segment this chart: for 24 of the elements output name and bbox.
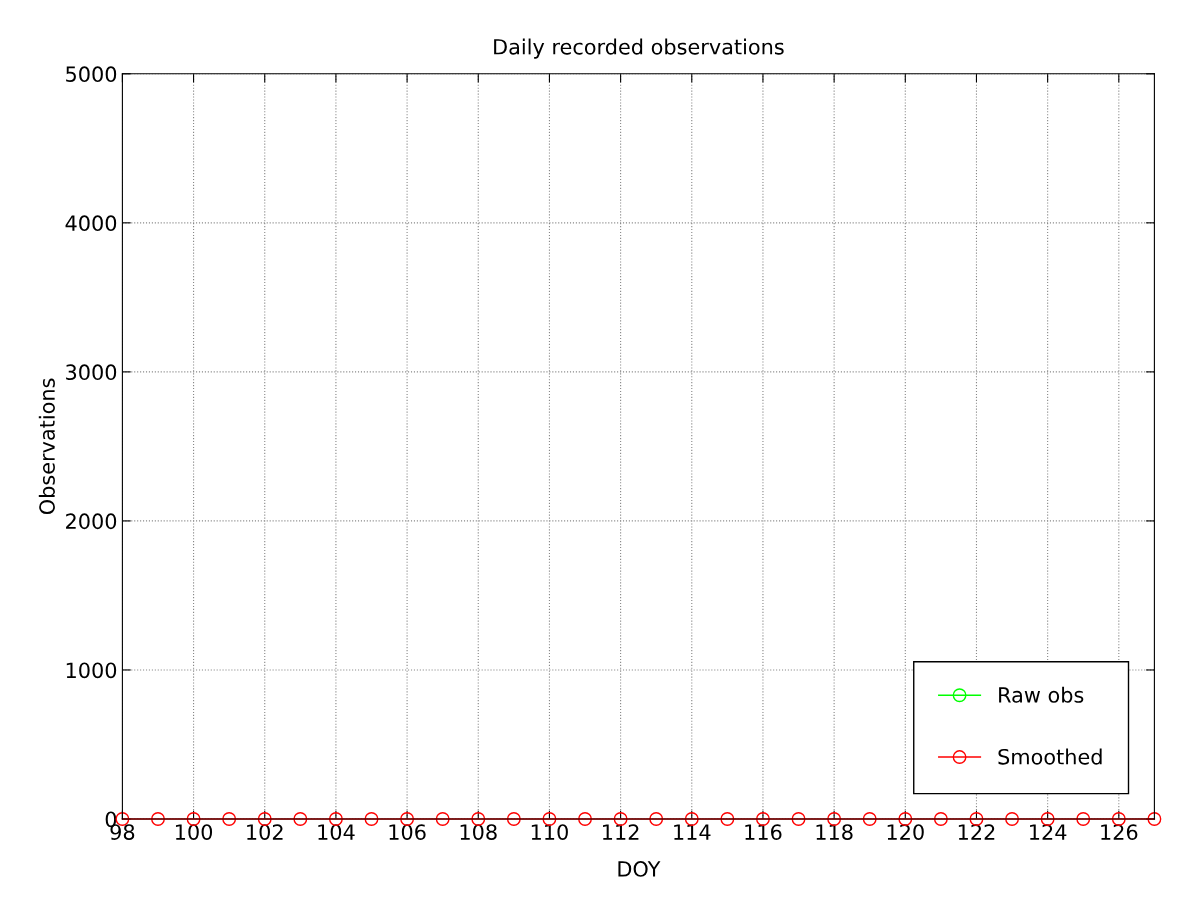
x-tick-label: 116 bbox=[745, 824, 782, 840]
chart-title: Daily recorded observations bbox=[494, 38, 784, 59]
y-axis-title: Observations bbox=[38, 378, 55, 515]
x-tick-label: 104 bbox=[318, 824, 355, 840]
x-tick-label: 126 bbox=[1101, 824, 1138, 840]
y-tick-label: 3000 bbox=[66, 364, 117, 381]
x-tick-label: 124 bbox=[1030, 824, 1067, 840]
x-tick-label: 112 bbox=[603, 824, 639, 840]
legend-label: Smoothed bbox=[998, 748, 1102, 765]
x-tick-label: 106 bbox=[389, 824, 426, 840]
y-tick-label: 1000 bbox=[66, 662, 117, 679]
x-tick-label: 102 bbox=[247, 824, 283, 840]
legend-label: Raw obs bbox=[999, 686, 1084, 703]
x-tick-label: 108 bbox=[460, 824, 497, 840]
y-tick-label: 4000 bbox=[65, 215, 117, 232]
x-tick-label: 122 bbox=[958, 824, 995, 840]
x-tick-label: 110 bbox=[531, 824, 568, 840]
y-tick-label: 5000 bbox=[66, 66, 117, 83]
x-tick-label: 120 bbox=[887, 824, 924, 840]
y-tick-label: 2000 bbox=[66, 513, 117, 530]
x-tick-label: 114 bbox=[674, 824, 711, 840]
x-axis-title: DOY bbox=[618, 861, 661, 877]
x-tick-label: 118 bbox=[816, 824, 853, 840]
x-tick-label: 100 bbox=[175, 824, 213, 840]
